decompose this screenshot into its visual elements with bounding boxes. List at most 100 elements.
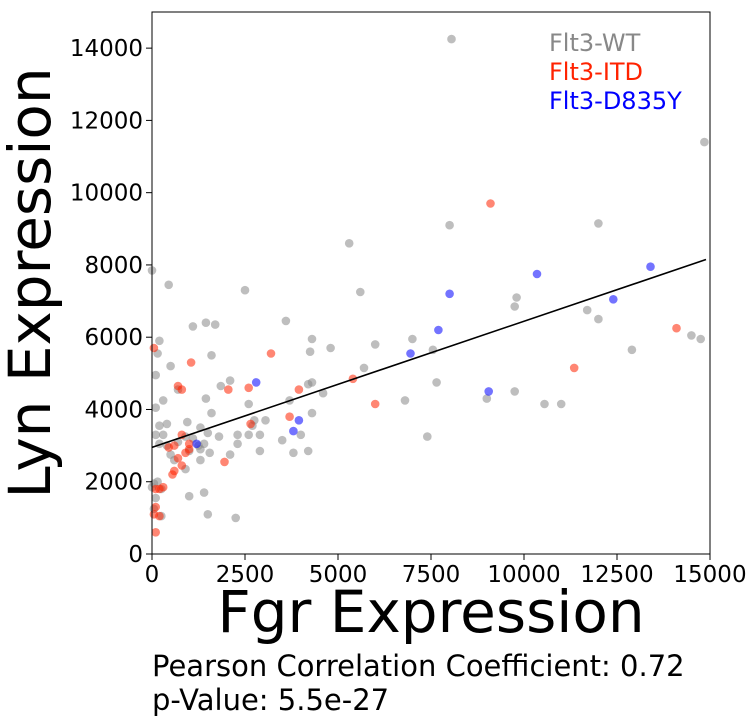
plot-background [152,12,710,554]
point-series-0-59 [233,430,242,440]
point-series-0-3 [445,220,454,230]
point-series-0-7 [582,305,592,315]
point-series-0-20 [696,334,705,344]
point-series-0-17 [307,334,317,344]
point-series-2-6 [251,378,261,387]
point-series-1-28 [158,482,168,492]
point-series-2-9 [289,426,298,436]
point-series-0-63 [158,430,168,440]
regression-line [151,258,707,449]
point-series-0-41 [244,399,253,409]
point-series-1-1 [672,323,681,333]
point-series-1-25 [220,457,229,467]
point-series-1-32 [151,528,160,537]
point-series-0-33 [225,376,235,385]
point-series-0-73 [296,430,306,440]
point-series-0-84 [196,455,205,465]
y-tick-label-1: 2000 [84,470,143,496]
y-tick-label-7: 14000 [70,36,143,62]
point-series-1-31 [149,510,159,519]
point-series-0-25 [326,343,335,353]
point-series-0-93 [199,488,209,497]
point-series-0-1 [700,137,709,147]
point-series-1-3 [149,343,159,353]
point-series-0-11 [164,280,173,290]
point-series-0-43 [400,396,410,405]
point-series-0-22 [155,336,164,346]
point-series-2-0 [646,262,655,272]
point-series-0-6 [510,302,519,311]
point-series-2-7 [484,387,494,396]
y-tick-label-5: 10000 [70,181,143,207]
point-series-0-72 [233,439,242,449]
y-tick-label-4: 8000 [84,253,143,279]
point-series-1-29 [151,502,160,512]
legend-entry-0: Flt3-WT [549,29,641,57]
y-axis-ticks: 0 2000 4000 6000 8000 10000 12000 14000 [70,36,152,568]
point-series-0-48 [151,403,160,413]
point-series-0-81 [255,446,265,456]
point-series-0-32 [216,381,226,391]
x-tick-label-6: 15000 [673,562,746,588]
point-series-0-64 [151,430,160,440]
x-tick-label-2: 5000 [309,562,368,588]
point-series-0-65 [214,432,224,441]
point-series-0-26 [370,340,380,349]
point-series-0-52 [183,417,192,427]
point-series-1-18 [164,443,173,452]
point-series-0-29 [359,363,369,373]
point-series-0-46 [540,399,549,409]
point-series-1-12 [370,399,380,409]
point-series-0-92 [184,491,194,501]
x-tick-label-3: 7500 [402,562,461,588]
point-series-1-8 [244,383,253,393]
point-series-0-45 [482,394,492,403]
point-series-2-8 [294,416,304,425]
point-series-0-95 [203,510,213,519]
p-value-text: p-Value: 5.5e-27 [152,683,390,717]
point-series-0-31 [151,370,160,380]
point-series-0-42 [318,388,328,398]
point-series-2-5 [406,349,415,358]
point-series-0-28 [207,351,216,360]
point-series-1-2 [569,363,579,373]
point-series-0-14 [201,318,211,328]
y-tick-label-6: 12000 [70,108,143,134]
point-series-2-2 [445,289,454,299]
point-series-1-11 [173,381,183,391]
pearson-correlation-text: Pearson Correlation Coefficient: 0.72 [152,649,685,683]
point-series-0-39 [158,396,168,405]
point-series-0-90 [151,493,160,503]
point-series-0-49 [207,408,216,418]
x-tick-label-4: 10000 [487,562,560,588]
point-series-0-21 [627,345,637,355]
y-axis-label: Lyn Expression [0,67,64,498]
point-series-0-18 [408,334,417,344]
point-series-2-3 [609,295,618,304]
point-series-0-83 [303,446,313,456]
point-series-0-0 [447,34,456,44]
point-series-1-22 [177,461,187,470]
point-series-2-10 [192,439,201,449]
y-tick-label-3: 6000 [84,325,143,351]
x-tick-label-5: 12500 [580,562,653,588]
point-series-0-53 [162,419,172,429]
point-series-0-37 [307,378,317,387]
point-series-0-57 [261,416,270,425]
legend-entry-1: Flt3-ITD [549,58,643,86]
legend-entry-2: Flt3-D835Y [549,87,682,115]
point-series-1-21 [173,453,183,463]
point-series-0-61 [255,430,265,440]
point-series-1-7 [294,385,304,394]
point-series-0-15 [210,320,220,329]
point-series-0-75 [423,432,432,441]
point-series-0-5 [512,293,521,302]
x-axis-ticks: 0 2500 5000 7500 10000 12500 15000 [145,554,747,588]
point-series-0-82 [289,448,298,458]
point-series-0-60 [244,430,253,440]
point-series-0-38 [432,378,441,387]
point-series-0-30 [166,361,175,371]
y-tick-label-0: 0 [128,542,143,568]
point-series-0-8 [594,314,603,324]
